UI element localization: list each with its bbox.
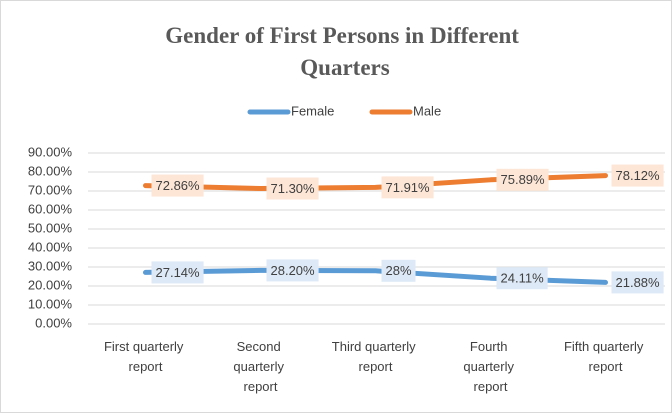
data-label: 75.89% (501, 172, 546, 187)
data-label-box (266, 259, 319, 282)
data-label-box (381, 259, 416, 282)
y-tick-label: 40.00% (28, 239, 73, 254)
data-label: 71.91% (386, 180, 431, 195)
data-label-box (151, 261, 204, 284)
y-tick-label: 30.00% (28, 258, 73, 273)
y-tick-label: 10.00% (28, 296, 73, 311)
x-tick-label: Second quarterly report (233, 339, 287, 394)
x-tick-label: Third quarterly report (332, 339, 419, 374)
y-tick-label: 50.00% (28, 220, 73, 235)
data-label: 27.14% (156, 265, 201, 280)
data-label: 72.86% (156, 178, 201, 193)
y-tick-label: 80.00% (28, 163, 73, 178)
data-label-box (496, 267, 548, 290)
legend-label: Male (413, 103, 441, 118)
data-label: 71.30% (271, 181, 316, 196)
y-tick-label: 20.00% (28, 277, 73, 292)
data-label-box (381, 176, 434, 199)
x-tick-label: First quarterly report (104, 339, 187, 374)
y-tick-label: 70.00% (28, 182, 73, 197)
y-tick-label: 90.00% (28, 144, 73, 159)
y-tick-label: 60.00% (28, 201, 73, 216)
data-label-box (611, 164, 664, 187)
legend-label: Female (291, 103, 334, 118)
data-label-box (496, 168, 549, 191)
data-label-box (611, 271, 664, 294)
x-tick-label: Fifth quarterly report (564, 339, 647, 374)
data-label-box (151, 174, 204, 197)
data-label: 24.11% (501, 271, 545, 286)
x-tick-label: Fourth quarterly report (463, 339, 517, 394)
data-label: 21.88% (616, 275, 661, 290)
data-label: 28% (386, 263, 412, 278)
data-label-box (266, 177, 319, 200)
data-label: 28.20% (271, 263, 316, 278)
y-tick-label: 0.00% (35, 315, 72, 330)
chart-title: Gender of First Persons in Different Qua… (165, 23, 524, 80)
data-label: 78.12% (616, 168, 661, 183)
